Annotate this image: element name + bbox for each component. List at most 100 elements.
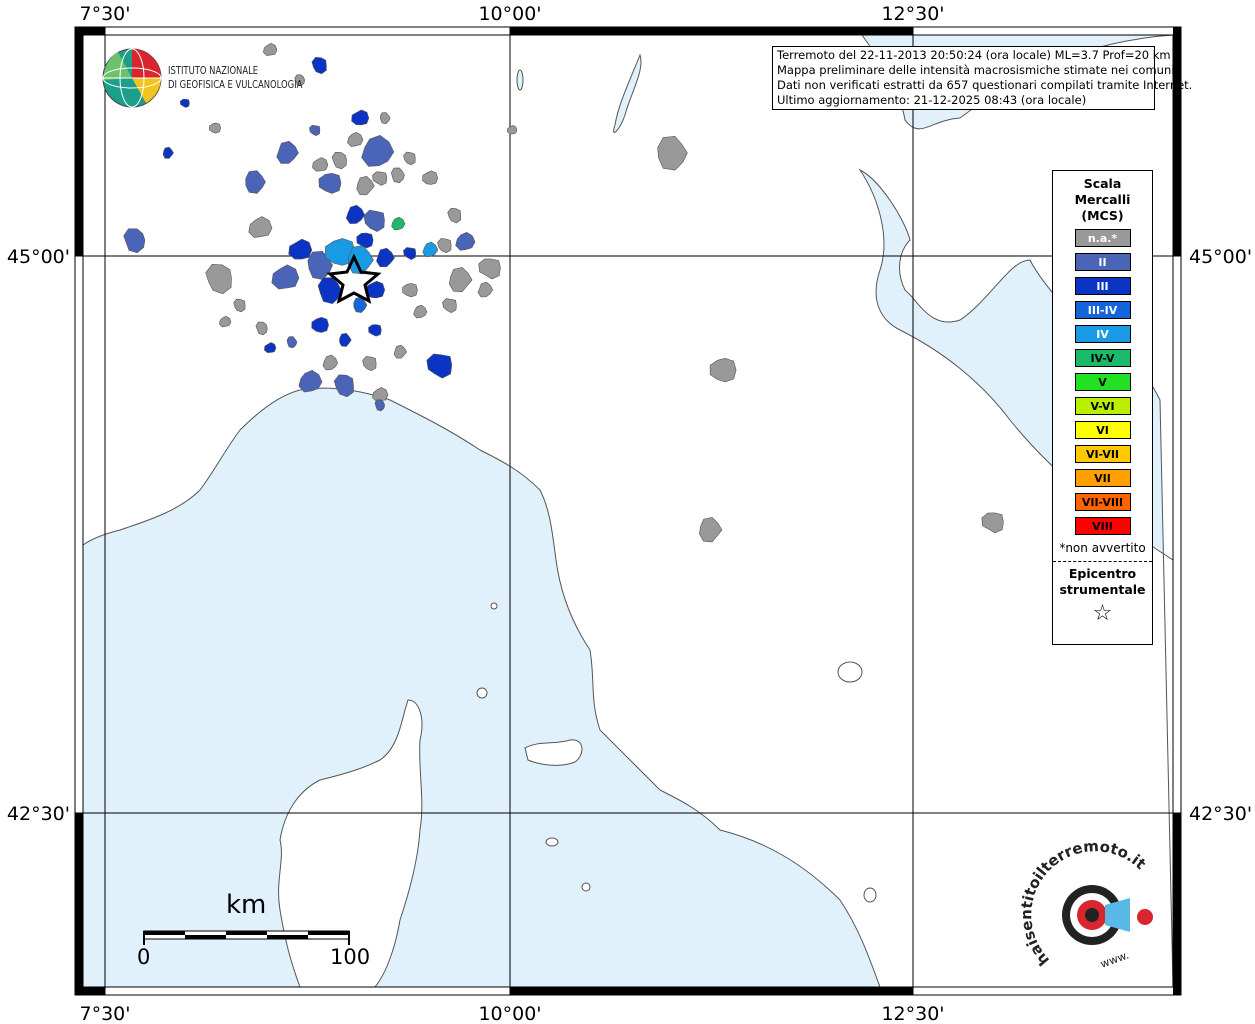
municipality-area — [402, 283, 418, 298]
municipality-area — [361, 134, 395, 167]
municipality-area — [288, 238, 313, 260]
legend-item: IV-V — [1074, 349, 1131, 367]
municipality-area — [363, 209, 385, 232]
legend-item: VII-VIII — [1074, 493, 1131, 511]
graticule — [75, 27, 1181, 995]
legend-title: Scala Mercalli (MCS) — [1053, 176, 1152, 224]
municipality-area — [318, 172, 342, 194]
coord-left-2: 42°30' — [7, 803, 70, 825]
legend-epicentre-line1: Epicentro — [1068, 566, 1137, 581]
coord-bottom-3: 12°30' — [881, 1003, 944, 1024]
epicentre-star — [326, 253, 382, 304]
municipality-area — [263, 43, 278, 56]
island-pianosa — [545, 837, 559, 847]
legend-title-line1: Scala — [1083, 176, 1122, 191]
municipality-area — [123, 228, 146, 254]
coordinate-labels: 7°30' 10°00' 12°30' 7°30' 10°00' 12°30' … — [7, 3, 1252, 1024]
municipality-area — [422, 241, 439, 258]
municipality-area — [506, 125, 518, 135]
municipality-area — [372, 171, 388, 186]
municipality-area — [345, 204, 366, 224]
legend-item: V-VI — [1074, 397, 1131, 415]
event-info-box: Terremoto del 22-11-2013 20:50:24 (ora l… — [772, 46, 1192, 110]
municipality-area — [442, 298, 457, 313]
coord-left-1: 45°00' — [7, 246, 70, 268]
legend-item: VI-VII — [1074, 445, 1131, 463]
island-giglio — [863, 887, 877, 903]
municipality-area — [422, 170, 439, 185]
scale-start: 0 — [137, 945, 151, 969]
ingv-name: ISTITUTO NAZIONALE DI GEOFISICA E VULCAN… — [168, 64, 302, 92]
lake-iseo — [516, 69, 524, 91]
ingv-logo — [102, 48, 162, 108]
municipality-area — [311, 56, 327, 75]
legend-item: VIII — [1074, 517, 1131, 535]
municipality-area — [356, 175, 375, 196]
municipality-intensity-layer — [123, 43, 1004, 543]
municipality-area — [324, 238, 356, 266]
municipality-area — [264, 342, 277, 353]
scale-unit: km — [226, 890, 267, 920]
municipality-area — [298, 369, 323, 393]
municipality-area — [276, 140, 299, 164]
municipality-area — [368, 324, 382, 337]
event-info-line4: Ultimo aggiornamento: 21-12-2025 08:43 (… — [777, 93, 1087, 107]
lake-garda — [613, 53, 642, 133]
municipality-area — [477, 281, 494, 298]
coord-top-3: 12°30' — [881, 3, 944, 25]
municipality-area — [245, 170, 266, 194]
municipality-area — [179, 98, 190, 108]
legend-item: II — [1074, 253, 1131, 271]
municipality-area — [317, 277, 342, 305]
legend-epicentre: Epicentro strumentale — [1053, 566, 1152, 598]
municipality-area — [374, 399, 386, 412]
municipality-area — [311, 316, 329, 333]
municipality-area — [347, 245, 374, 275]
island-giannutri — [837, 661, 863, 683]
legend-item: VI — [1074, 421, 1131, 439]
municipality-area — [362, 356, 377, 372]
municipality-area — [379, 112, 391, 125]
legend-epicentre-line2: strumentale — [1059, 582, 1146, 597]
ingv-name-line1: ISTITUTO NAZIONALE — [168, 64, 259, 77]
municipality-area — [426, 353, 453, 379]
municipality-area — [219, 315, 232, 328]
municipality-area — [391, 216, 406, 231]
municipality-area — [448, 267, 473, 293]
coord-bottom-1: 7°30' — [80, 1003, 131, 1024]
municipality-area — [657, 135, 688, 171]
scale-bar — [143, 930, 350, 945]
municipality-area — [271, 264, 300, 290]
municipality-area — [309, 124, 321, 137]
municipality-area — [390, 167, 405, 184]
municipality-area — [351, 109, 370, 126]
municipality-area — [248, 216, 273, 238]
legend-star-icon: ☆ — [1092, 601, 1113, 626]
municipality-area — [437, 238, 452, 254]
legend-item: III-IV — [1074, 301, 1131, 319]
legend-item: VII — [1074, 469, 1131, 487]
legend-title-line3: (MCS) — [1081, 208, 1124, 223]
municipality-area — [322, 354, 339, 371]
municipality-area — [286, 336, 298, 349]
legend-item: n.a.* — [1074, 229, 1131, 247]
island-montecristo — [581, 882, 591, 892]
land-elba — [524, 739, 583, 766]
municipality-area — [339, 332, 352, 347]
coord-top-2: 10°00' — [478, 3, 541, 25]
municipality-area — [205, 263, 232, 295]
scale-end: 100 — [330, 945, 371, 969]
municipality-area — [699, 517, 723, 543]
municipality-area — [312, 157, 329, 172]
legend-item: III — [1074, 277, 1131, 295]
legend-separator — [1053, 561, 1152, 562]
municipality-area — [356, 232, 374, 249]
municipality-area — [455, 231, 476, 251]
event-info-line2: Mappa preliminare delle intensità macros… — [777, 63, 1175, 77]
coord-right-1: 45°00' — [1189, 246, 1252, 268]
municipality-area — [372, 387, 389, 402]
municipality-area — [403, 151, 416, 166]
municipality-area — [447, 207, 462, 224]
municipality-area — [347, 131, 364, 147]
municipality-area — [376, 247, 395, 268]
